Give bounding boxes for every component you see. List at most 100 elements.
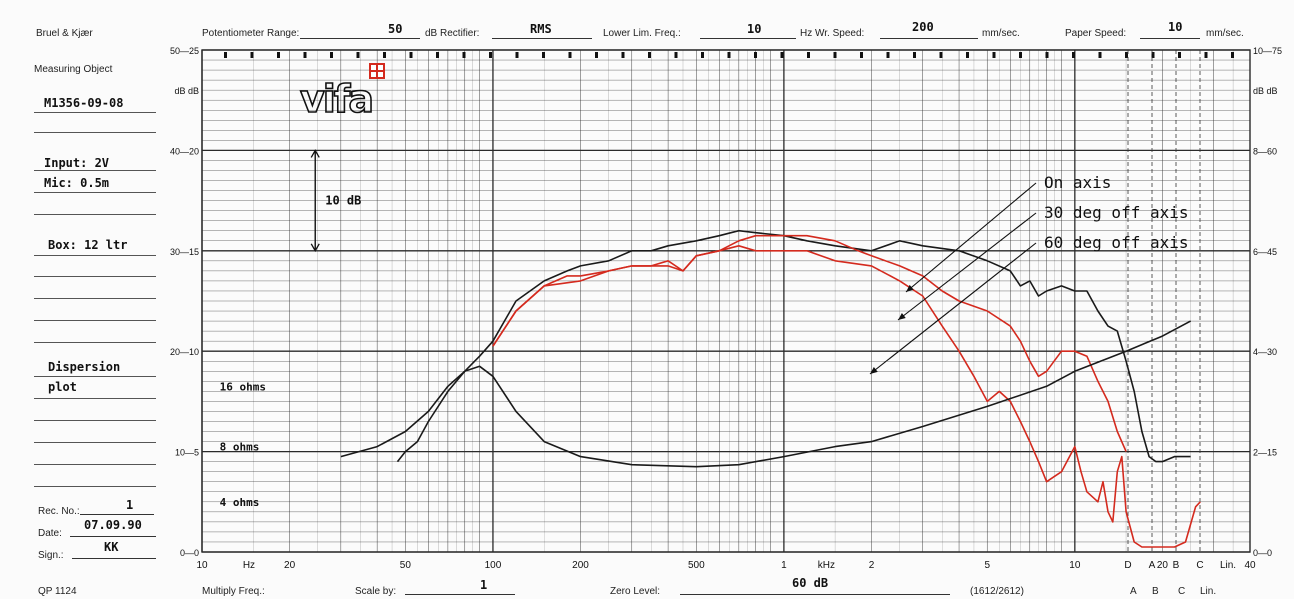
paper-tick-mark bbox=[1178, 52, 1181, 58]
paper-speed-underline bbox=[1140, 38, 1200, 39]
rec-no-underline bbox=[80, 514, 154, 515]
paper-tick-mark bbox=[780, 52, 784, 58]
paper-tick-mark bbox=[595, 52, 598, 58]
lower-lim-underline bbox=[700, 38, 796, 39]
y-right-tick-label: 6—45 bbox=[1253, 247, 1277, 257]
lower-lim-value: 10 bbox=[747, 22, 762, 36]
legend-label: On axis bbox=[1044, 173, 1111, 192]
paper-tick-mark bbox=[860, 52, 863, 58]
lower-lim-label: Lower Lim. Freq.: bbox=[603, 28, 681, 39]
y-left-tick-label: 20—10 bbox=[170, 347, 199, 357]
y-right-tick-label: 10—75 bbox=[1253, 46, 1282, 56]
x-tick-label: 100 bbox=[485, 560, 502, 571]
paper-ref: (1612/2612) bbox=[970, 586, 1024, 597]
weighting-bottom-a: A bbox=[1130, 586, 1137, 597]
paper-tick-mark bbox=[436, 52, 439, 58]
legend-arrow-head bbox=[906, 284, 914, 292]
left-rule-5 bbox=[34, 214, 156, 215]
weighting-top-label: D bbox=[1124, 560, 1131, 571]
left-rule-9 bbox=[34, 320, 156, 321]
input-line-2: Mic: 0.5m bbox=[44, 176, 110, 190]
y-right-tick-label: 4—30 bbox=[1253, 347, 1277, 357]
y-left-unit: dB dB bbox=[174, 86, 199, 96]
scale-by-label: Scale by: bbox=[355, 586, 397, 597]
paper-tick-mark bbox=[1019, 52, 1022, 58]
x-unit-khz: kHz bbox=[818, 560, 835, 571]
paper-tick-mark bbox=[833, 52, 837, 58]
potentiometer-underline bbox=[300, 38, 420, 39]
x-tick-label: 1 bbox=[781, 560, 787, 571]
series-line-30-deg-off-axis bbox=[492, 234, 1127, 452]
left-rule-14 bbox=[34, 442, 156, 443]
paper-tick-mark bbox=[356, 52, 360, 58]
x-tick-label: 2 bbox=[869, 560, 875, 571]
weighting-bottom-lin: Lin. bbox=[1200, 586, 1217, 597]
left-rule-15 bbox=[34, 464, 156, 465]
legend-arrow-head bbox=[870, 366, 878, 374]
paper-tick-mark bbox=[621, 52, 625, 58]
potentiometer-label: Potentiometer Range: bbox=[202, 28, 300, 39]
paper-tick-mark bbox=[674, 52, 678, 58]
x-unit-hz: Hz bbox=[243, 560, 255, 571]
input-line-1: Input: 2V bbox=[44, 156, 110, 170]
paper-tick-mark bbox=[409, 52, 413, 58]
paper-tick-mark bbox=[939, 52, 943, 58]
legend-arrow-line bbox=[869, 242, 1037, 375]
paper-tick-mark bbox=[383, 52, 386, 58]
left-rule-10 bbox=[34, 342, 156, 343]
y-right-tick-label: 8—60 bbox=[1253, 146, 1277, 156]
form-id: QP 1124 bbox=[38, 586, 77, 597]
paper-tick-mark bbox=[886, 52, 890, 58]
left-rule-12 bbox=[34, 398, 156, 399]
y-left-tick-label: 40—20 bbox=[170, 146, 199, 156]
wr-speed-underline bbox=[880, 38, 978, 39]
y-left-tick-label: 0—0 bbox=[180, 548, 199, 558]
paper-tick-mark bbox=[966, 52, 969, 58]
weighting-bottom-c: C bbox=[1178, 586, 1186, 597]
rectifier-label: dB Rectifier: bbox=[425, 28, 480, 39]
paper-tick-mark bbox=[568, 52, 572, 58]
y-left-tick-label: 30—15 bbox=[170, 247, 199, 257]
paper-tick-mark bbox=[489, 52, 492, 58]
series-line-impedance bbox=[340, 320, 1191, 468]
paper-tick-mark bbox=[224, 52, 227, 58]
x-tick-label: 20 bbox=[1157, 560, 1169, 571]
left-rule-13 bbox=[34, 420, 156, 421]
rec-no-value: 1 bbox=[126, 498, 134, 512]
y-right-unit: dB dB bbox=[1253, 86, 1278, 96]
paper-tick-mark bbox=[1125, 52, 1128, 58]
paper-tick-mark bbox=[1045, 52, 1049, 58]
zero-level-value: 60 dB bbox=[792, 576, 829, 590]
zero-level-underline bbox=[680, 594, 950, 595]
paper-tick-mark bbox=[754, 52, 757, 58]
x-tick-label: 20 bbox=[284, 560, 296, 571]
plot-title-line-1: Dispersion bbox=[48, 360, 121, 374]
left-rule-11 bbox=[34, 376, 156, 377]
paper-tick-mark bbox=[542, 52, 545, 58]
x-tick-label: 500 bbox=[688, 560, 705, 571]
legend-arrow-line bbox=[905, 182, 1037, 293]
weighting-top-label: A bbox=[1149, 560, 1156, 571]
legend-arrow-line bbox=[897, 212, 1037, 321]
wr-speed-value: 200 bbox=[912, 20, 934, 34]
weighting-top-label: Lin. bbox=[1220, 560, 1236, 571]
impedance-label: 8 ohms bbox=[220, 441, 260, 454]
paper-tick-mark bbox=[330, 52, 333, 58]
date-underline bbox=[70, 536, 156, 537]
y-left-tick-label: 50—25 bbox=[170, 46, 199, 56]
box-value: Box: 12 ltr bbox=[48, 238, 128, 252]
paper-tick-mark bbox=[1151, 52, 1155, 58]
x-tick-label: 10 bbox=[196, 560, 208, 571]
left-rule-6 bbox=[34, 255, 156, 256]
zero-level-label: Zero Level: bbox=[610, 586, 661, 597]
wr-speed-label: Hz Wr. Speed: bbox=[800, 28, 865, 39]
paper-tick-mark bbox=[250, 52, 254, 58]
series-line-60-deg-off-axis bbox=[492, 245, 1201, 548]
scale-marker-label: 10 dB bbox=[325, 194, 361, 208]
paper-tick-mark bbox=[277, 52, 280, 58]
left-rule-4 bbox=[34, 192, 156, 193]
left-rule-3 bbox=[34, 170, 156, 171]
left-rule-7 bbox=[34, 276, 156, 277]
